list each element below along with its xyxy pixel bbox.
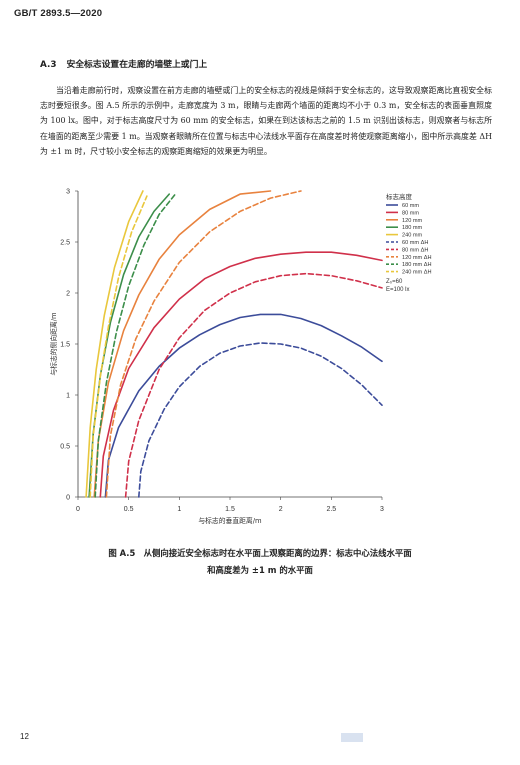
legend-label: 120 mm ΔH <box>402 255 432 261</box>
legend-label: 180 mm <box>402 225 423 231</box>
watermark-stamp <box>341 733 363 742</box>
section-number: A.3 <box>40 60 57 70</box>
y-tick-label: 2.5 <box>60 240 70 247</box>
legend-label: 120 mm <box>402 218 423 224</box>
series-line <box>85 190 144 498</box>
y-tick-label: 0 <box>66 495 70 502</box>
y-tick-label: 1 <box>66 393 70 400</box>
series-line <box>93 190 272 498</box>
x-axis-title: 与标志的垂直距离/m <box>198 516 262 525</box>
figure-caption-line1: 图 A.5 从侧向接近安全标志时在水平面上观察距离的边界：标志中心法线水平面 <box>108 548 412 558</box>
standard-code-header: GB/T 2893.5—2020 <box>14 8 103 19</box>
section-heading: A.3 安全标志设置在走廊的墙壁上或门上 <box>40 57 207 70</box>
page-number: 12 <box>20 732 29 741</box>
legend-label: 60 mm <box>402 203 419 209</box>
series-line <box>105 190 302 498</box>
x-tick-label: 3 <box>380 506 384 513</box>
series-line <box>124 272 383 498</box>
y-tick-label: 0.5 <box>60 444 70 451</box>
y-tick-label: 2 <box>66 291 70 298</box>
legend-label: 180 mm ΔH <box>402 262 432 268</box>
series-line <box>99 251 383 498</box>
series-line <box>89 195 148 498</box>
section-title: 安全标志设置在走廊的墙壁上或门上 <box>66 60 208 70</box>
x-tick-label: 2 <box>279 506 283 513</box>
legend-title: 标志高度 <box>386 192 413 201</box>
x-tick-label: 2.5 <box>326 506 336 513</box>
figure-chart: 0 0.5 1 1.5 2 2.5 3 0 0.5 1 1.5 2 2.5 3 与标志的垂直距离/m 与标志的… <box>49 189 432 526</box>
legend-label: 80 mm <box>402 210 419 216</box>
figure-caption-line2: 和高度差为 ±1 m 的水平面 <box>207 565 313 575</box>
chart-curves <box>85 190 383 498</box>
series-line <box>94 193 177 498</box>
x-tick-label: 0 <box>76 506 80 513</box>
y-tick-label: 1.5 <box>60 342 70 349</box>
legend-label: 60 mm ΔH <box>402 240 428 246</box>
legend-label: 240 mm <box>402 233 423 239</box>
chart-axes: 0 0.5 1 1.5 2 2.5 3 0 0.5 1 1.5 2 2.5 3 与标志的垂直距离/m 与标志的… <box>49 189 384 526</box>
chart-annotation: E=100 lx <box>386 287 410 293</box>
x-tick-label: 1.5 <box>225 506 235 513</box>
section-paragraph: 当沿着走廊前行时，观察设置在前方走廊的墙壁或门上的安全标志的视线是倾斜于安全标志… <box>40 86 492 156</box>
series-line <box>138 342 383 498</box>
y-tick-label: 3 <box>66 189 70 196</box>
legend-label: 240 mm ΔH <box>402 270 432 276</box>
x-tick-label: 0.5 <box>124 506 134 513</box>
x-tick-label: 1 <box>177 506 181 513</box>
y-axis-title: 与标志的侧向距离/m <box>49 312 58 376</box>
legend-label: 80 mm ΔH <box>402 247 428 253</box>
series-line <box>104 313 383 498</box>
chart-annotation: Z₀=60 <box>386 279 403 285</box>
